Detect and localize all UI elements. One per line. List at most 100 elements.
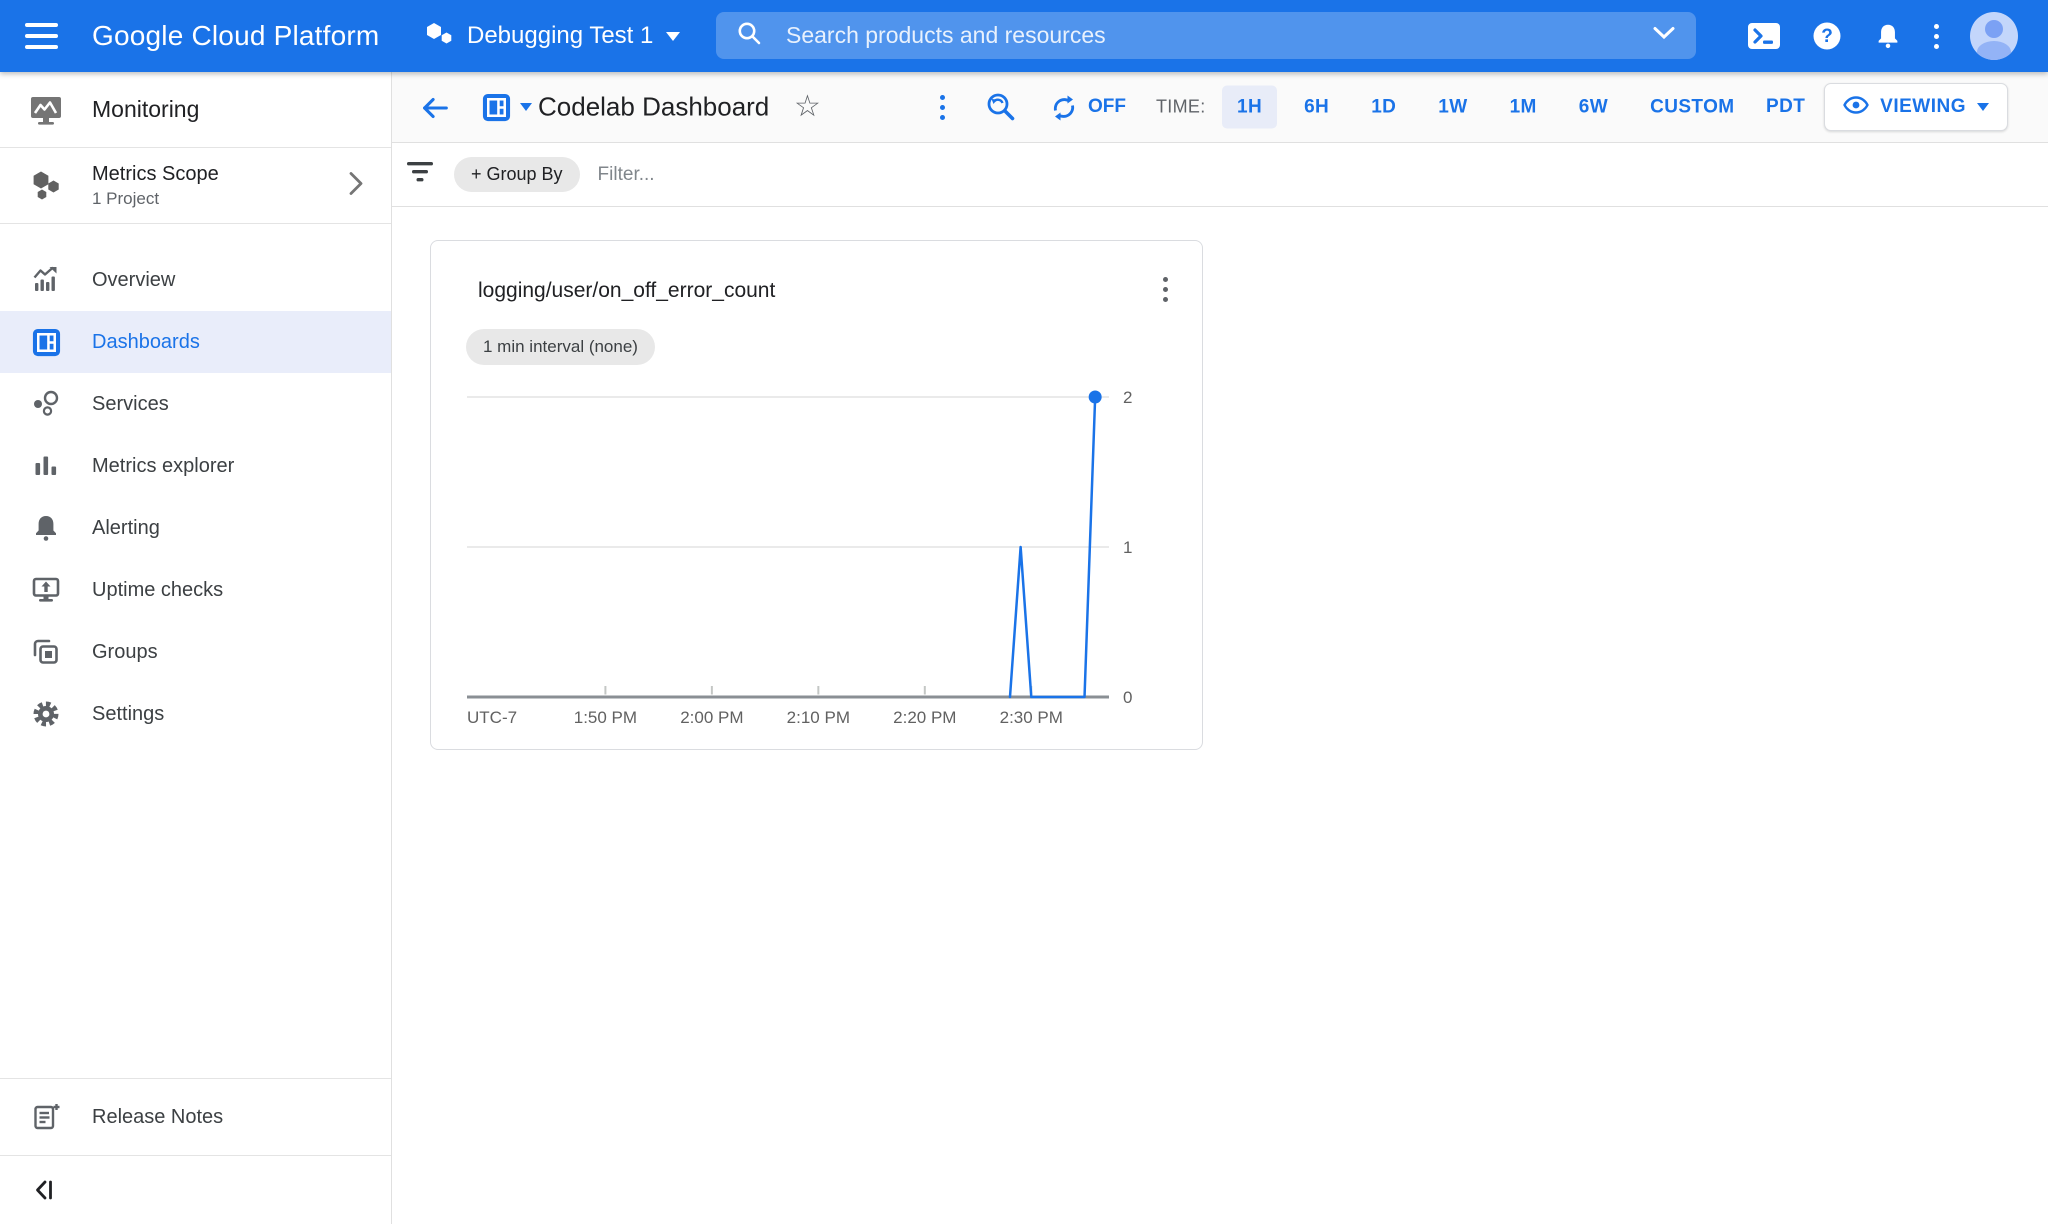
overview-icon [28, 264, 64, 296]
time-range-6w[interactable]: 6W [1578, 96, 1609, 117]
cloud-shell-icon[interactable] [1747, 22, 1781, 50]
alerting-bell-icon [28, 512, 64, 544]
dashboard-canvas: logging/user/on_off_error_count 1 min in… [392, 207, 2048, 1224]
sidebar-product-name: Monitoring [92, 96, 200, 122]
dashboard-type-icon[interactable] [481, 92, 512, 128]
product-logo[interactable]: Google Cloud Platform [92, 20, 380, 51]
svg-text:2: 2 [1123, 388, 1132, 407]
time-label: TIME: [1156, 96, 1206, 117]
svg-text:2:00 PM: 2:00 PM [680, 708, 743, 727]
auto-refresh-icon[interactable] [1048, 92, 1080, 129]
notifications-bell-icon[interactable] [1873, 20, 1903, 52]
metrics-explorer-icon [28, 450, 64, 482]
sidebar-item-label: Groups [92, 640, 158, 663]
dashboard-more-options-icon[interactable] [940, 95, 945, 120]
monitoring-product-icon [28, 92, 64, 128]
divider [0, 147, 391, 148]
uptime-checks-icon [28, 574, 64, 606]
dashboard-switcher-caret-icon[interactable] [520, 103, 532, 111]
services-icon [28, 388, 64, 420]
header-more-options-icon[interactable] [1934, 23, 1939, 49]
account-avatar[interactable] [1970, 12, 2018, 60]
metrics-scope-selector[interactable]: Metrics Scope 1 Project [0, 148, 391, 223]
sidebar-item-dashboards[interactable]: Dashboards [0, 311, 391, 373]
release-notes-label: Release Notes [92, 1105, 224, 1128]
viewing-mode-button[interactable]: VIEWING [1824, 83, 2008, 131]
chart-interval-chip[interactable]: 1 min interval (none) [466, 329, 655, 365]
chevron-down-icon [666, 31, 681, 41]
svg-text:2:10 PM: 2:10 PM [787, 708, 850, 727]
metrics-scope-hexagons-icon [28, 169, 64, 203]
time-range-6h[interactable]: 6H [1304, 96, 1330, 117]
sidebar-item-uptime-checks[interactable]: Uptime checks [0, 559, 391, 621]
project-name: Debugging Test 1 [467, 22, 654, 49]
sidebar-item-overview[interactable]: Overview [0, 249, 391, 311]
svg-text:0: 0 [1123, 688, 1132, 707]
help-icon[interactable]: ? [1812, 21, 1842, 51]
chart-title: logging/user/on_off_error_count [478, 279, 776, 302]
group-by-chip[interactable]: + Group By [454, 157, 580, 192]
project-hexagons-icon [424, 20, 454, 53]
chart-zoom-icon[interactable] [984, 90, 1018, 129]
sidebar-item-settings[interactable]: Settings [0, 683, 391, 745]
chart-more-options-icon[interactable] [1163, 277, 1168, 302]
svg-text:?: ? [1821, 26, 1833, 47]
sidebar-item-label: Alerting [92, 516, 160, 539]
sidebar-item-label: Metrics explorer [92, 454, 235, 477]
project-selector[interactable]: Debugging Test 1 [424, 0, 681, 72]
sidebar-item-alerting[interactable]: Alerting [0, 497, 391, 559]
auto-refresh-state[interactable]: OFF [1088, 96, 1126, 117]
back-arrow-icon[interactable] [418, 91, 452, 130]
sidebar-product-header: Monitoring [0, 72, 391, 147]
svg-text:2:30 PM: 2:30 PM [1000, 708, 1063, 727]
sidebar-item-label: Uptime checks [92, 578, 224, 601]
time-range-custom[interactable]: CUSTOM [1650, 96, 1735, 117]
settings-gear-icon [28, 698, 64, 730]
sidebar: Monitoring Metrics Scope 1 Project [0, 72, 392, 1224]
filter-input[interactable] [597, 163, 1098, 186]
sidebar-item-label: Settings [92, 702, 165, 725]
dashboard-toolbar: Codelab Dashboard ☆ OFF TIME: 1H 6H 1D 1… [392, 72, 2048, 143]
groups-icon [28, 636, 64, 668]
svg-text:1: 1 [1123, 538, 1132, 557]
metrics-scope-title: Metrics Scope [92, 162, 219, 185]
viewing-label: VIEWING [1880, 96, 1966, 117]
divider [0, 223, 391, 224]
search-icon [736, 20, 762, 51]
time-range-1m[interactable]: 1M [1509, 96, 1537, 117]
sidebar-item-metrics-explorer[interactable]: Metrics explorer [0, 435, 391, 497]
star-icon[interactable]: ☆ [794, 89, 821, 123]
sidebar-item-services[interactable]: Services [0, 373, 391, 435]
release-notes-icon [28, 1101, 64, 1133]
collapse-sidebar-icon[interactable] [28, 1177, 64, 1203]
search-expand-chevron-icon[interactable] [1652, 26, 1676, 45]
chart-card: logging/user/on_off_error_count 1 min in… [430, 240, 1203, 750]
sidebar-item-groups[interactable]: Groups [0, 621, 391, 683]
global-search[interactable] [716, 12, 1696, 59]
filter-list-icon[interactable] [406, 159, 434, 190]
sidebar-item-label: Services [92, 392, 169, 415]
svg-text:1:50 PM: 1:50 PM [574, 708, 637, 727]
sidebar-item-label: Dashboards [92, 330, 200, 353]
time-range-1d[interactable]: 1D [1371, 96, 1397, 117]
line-chart[interactable]: 0 1 2 1:50 PM 2:00 PM 2:10 PM 2:20 PM 2:30 PM UT… [431, 371, 1204, 746]
chevron-right-icon [347, 170, 365, 201]
metrics-scope-subtitle: 1 Project [92, 188, 160, 208]
sidebar-collapse-row [0, 1155, 391, 1224]
chevron-down-icon [1977, 103, 1989, 111]
app-header: Google Cloud Platform Debugging Test 1 [0, 0, 2048, 72]
hamburger-menu-icon[interactable] [25, 23, 58, 49]
sidebar-item-label: Overview [92, 268, 176, 291]
timezone-button[interactable]: PDT [1766, 96, 1806, 117]
time-range-group: 1H 6H 1D 1W 1M 6W CUSTOM [1222, 85, 1750, 129]
sidebar-item-release-notes[interactable]: Release Notes [0, 1078, 391, 1155]
dashboards-icon [28, 327, 64, 358]
svg-text:2:20 PM: 2:20 PM [893, 708, 956, 727]
filter-bar: + Group By [392, 143, 2048, 207]
eye-icon [1843, 95, 1869, 120]
header-actions: ? [1747, 0, 2018, 72]
search-input[interactable] [786, 22, 1638, 49]
time-range-1h[interactable]: 1H [1222, 85, 1278, 129]
dashboard-title: Codelab Dashboard [538, 91, 770, 122]
time-range-1w[interactable]: 1W [1438, 96, 1468, 117]
